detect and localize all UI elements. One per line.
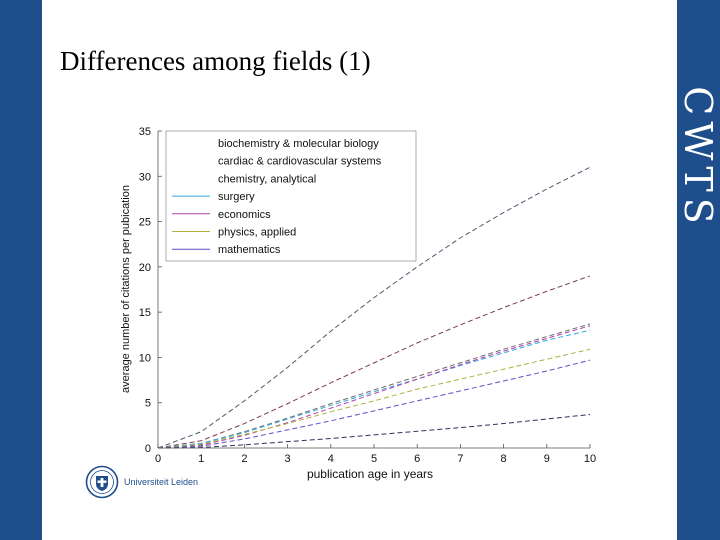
legend-label: surgery [218, 191, 255, 203]
series-layer [157, 166, 591, 449]
y-tick-label: 5 [145, 398, 151, 410]
x-tick-label: 2 [241, 453, 247, 465]
legend-label: chemistry, analytical [218, 173, 316, 185]
y-axis-label: average number of citations per pubicati… [120, 185, 132, 393]
line-chart: 0 1 2 3 4 5 6 7 8 9 10 0 5 10 15 20 25 30 35 publication … [120, 126, 596, 481]
y-tick-label: 35 [139, 126, 151, 138]
legend-label: biochemistry & molecular biology [218, 138, 379, 150]
y-tick-label: 10 [139, 352, 151, 364]
x-tick-label: 4 [328, 453, 334, 465]
x-ticks: 0 1 2 3 4 5 6 7 8 9 10 [155, 444, 596, 465]
y-tick-label: 25 [139, 217, 151, 229]
cwts-logo: CWTS [676, 86, 720, 230]
x-tick-label: 3 [285, 453, 291, 465]
y-tick-label: 30 [139, 171, 151, 183]
legend: biochemistry & molecular biology cardiac … [165, 130, 417, 262]
x-tick-label: 5 [371, 453, 377, 465]
series-line-4 [157, 325, 591, 449]
legend-label: physics, applied [218, 227, 296, 239]
series-line-2 [157, 323, 591, 449]
series-line-5 [157, 348, 591, 449]
x-tick-label: 0 [155, 453, 161, 465]
series-line-3 [157, 329, 591, 449]
right-color-band [677, 0, 720, 540]
series-line-0 [157, 166, 591, 449]
x-tick-label: 8 [501, 453, 507, 465]
university-logo: Universiteit Leiden [85, 465, 198, 499]
legend-items: biochemistry & molecular biology cardiac … [172, 138, 382, 256]
university-seal-icon [85, 465, 119, 499]
legend-label: mathematics [218, 244, 281, 256]
legend-label: cardiac & cardiovascular systems [218, 156, 382, 168]
cwts-logo-text: CWTS [676, 86, 720, 230]
y-tick-label: 15 [139, 307, 151, 319]
x-tick-label: 7 [457, 453, 463, 465]
y-tick-label: 20 [139, 262, 151, 274]
y-ticks: 0 5 10 15 20 25 30 35 [139, 126, 162, 455]
legend-label: economics [218, 209, 271, 221]
x-tick-label: 10 [584, 453, 596, 465]
x-tick-label: 6 [414, 453, 420, 465]
series-line-7 [157, 413, 591, 449]
series-line-1 [157, 275, 591, 449]
left-color-band [0, 0, 42, 540]
series-line-6 [157, 359, 591, 449]
x-tick-label: 9 [544, 453, 550, 465]
x-axis-label: publication age in years [307, 467, 433, 481]
slide-title: Differences among fields (1) [60, 46, 371, 76]
university-logo-label: Universiteit Leiden [124, 477, 199, 487]
x-tick-label: 1 [198, 453, 204, 465]
y-tick-label: 0 [145, 443, 151, 455]
